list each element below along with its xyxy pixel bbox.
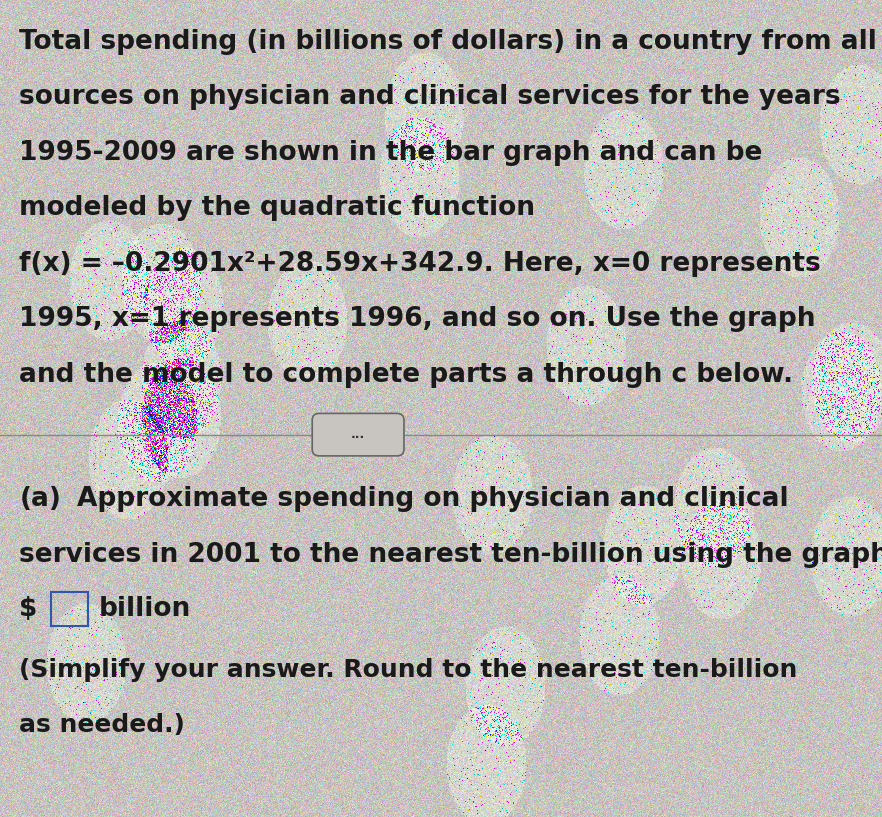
- Text: as needed.): as needed.): [19, 713, 185, 737]
- Text: 1995, x=1 represents 1996, and so on. Use the graph: 1995, x=1 represents 1996, and so on. Us…: [19, 306, 816, 333]
- Bar: [51, 592, 88, 626]
- Text: f(x) = –0.2901x²+28.59x+342.9. Here, x=0 represents: f(x) = –0.2901x²+28.59x+342.9. Here, x=0…: [19, 251, 821, 277]
- Text: services in 2001 to the nearest ten-billion using the graph.: services in 2001 to the nearest ten-bill…: [19, 542, 882, 568]
- Text: billion: billion: [99, 596, 191, 622]
- Text: (Simplify your answer. Round to the nearest ten-billion: (Simplify your answer. Round to the near…: [19, 658, 798, 681]
- Text: Approximate spending on physician and clinical: Approximate spending on physician and cl…: [77, 486, 789, 512]
- Text: $: $: [19, 596, 38, 622]
- FancyBboxPatch shape: [312, 413, 404, 456]
- Text: and the model to complete parts a through c below.: and the model to complete parts a throug…: [19, 362, 794, 388]
- Text: sources on physician and clinical services for the years: sources on physician and clinical servic…: [19, 84, 841, 110]
- Text: modeled by the quadratic function: modeled by the quadratic function: [19, 195, 535, 221]
- Text: 1995-2009 are shown in the bar graph and can be: 1995-2009 are shown in the bar graph and…: [19, 140, 763, 166]
- Text: ...: ...: [351, 428, 365, 441]
- Text: Total spending (in billions of dollars) in a country from all: Total spending (in billions of dollars) …: [19, 29, 878, 55]
- Text: (a): (a): [19, 486, 61, 512]
